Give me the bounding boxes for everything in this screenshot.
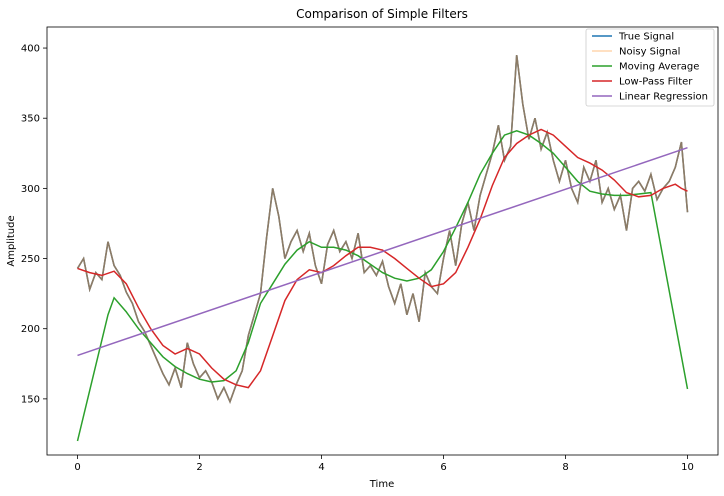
x-tick-label: 10 bbox=[681, 462, 694, 473]
x-axis: 0 2 4 6 8 10 bbox=[74, 455, 694, 473]
series-line-low-pass-filter bbox=[77, 128, 688, 389]
series-line-linear-regression bbox=[77, 146, 688, 357]
x-axis-label: Time bbox=[369, 479, 394, 490]
legend-label: Linear Regression bbox=[619, 92, 708, 103]
y-tick-label: 400 bbox=[21, 44, 40, 55]
series-line-blended-signal bbox=[76, 55, 689, 404]
y-tick-label: 250 bbox=[21, 254, 40, 265]
legend-label: Noisy Signal bbox=[619, 47, 680, 58]
y-tick-label: 350 bbox=[21, 114, 40, 125]
x-tick-label: 2 bbox=[196, 462, 202, 473]
legend: True Signal Noisy Signal Moving Average Low… bbox=[585, 28, 715, 107]
series-line-moving-average bbox=[76, 130, 689, 442]
x-tick-label: 0 bbox=[74, 462, 80, 473]
legend-label: Moving Average bbox=[619, 62, 699, 73]
x-tick-label: 6 bbox=[440, 462, 446, 473]
y-tick-label: 300 bbox=[21, 184, 40, 195]
x-tick-label: 4 bbox=[318, 462, 324, 473]
legend-label: Low-Pass Filter bbox=[619, 77, 693, 88]
y-tick-label: 150 bbox=[21, 394, 40, 405]
chart-title: Comparison of Simple Filters bbox=[296, 7, 468, 21]
y-axis: 150 200 250 300 350 400 bbox=[21, 44, 47, 405]
legend-box bbox=[585, 28, 715, 107]
y-tick-label: 200 bbox=[21, 324, 40, 335]
legend-label: True Signal bbox=[618, 32, 674, 43]
y-axis-label: Amplitude bbox=[6, 215, 17, 266]
series-layer bbox=[76, 55, 689, 442]
x-tick-label: 8 bbox=[562, 462, 568, 473]
